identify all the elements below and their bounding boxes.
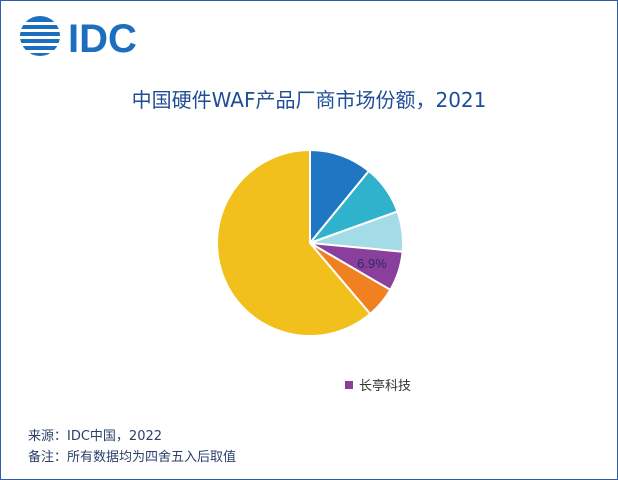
chart-title: 中国硬件WAF产品厂商市场份额，2021 [131,88,487,112]
legend-swatch-changting [345,380,353,389]
pie-label-3: 6.9% [357,256,387,271]
logo-text: IDC [68,17,137,58]
globe-icon [18,16,62,56]
source-note: 来源：IDC中国，2022 [28,429,163,444]
pie-slice-5 [216,148,372,337]
rounding-note: 备注：所有数据均为四舍五入后取值 [28,450,237,465]
idc-logo: IDC [18,16,137,58]
legend-label-changting: 长亭科技 [359,379,412,394]
legend: 长亭科技 [345,375,411,394]
